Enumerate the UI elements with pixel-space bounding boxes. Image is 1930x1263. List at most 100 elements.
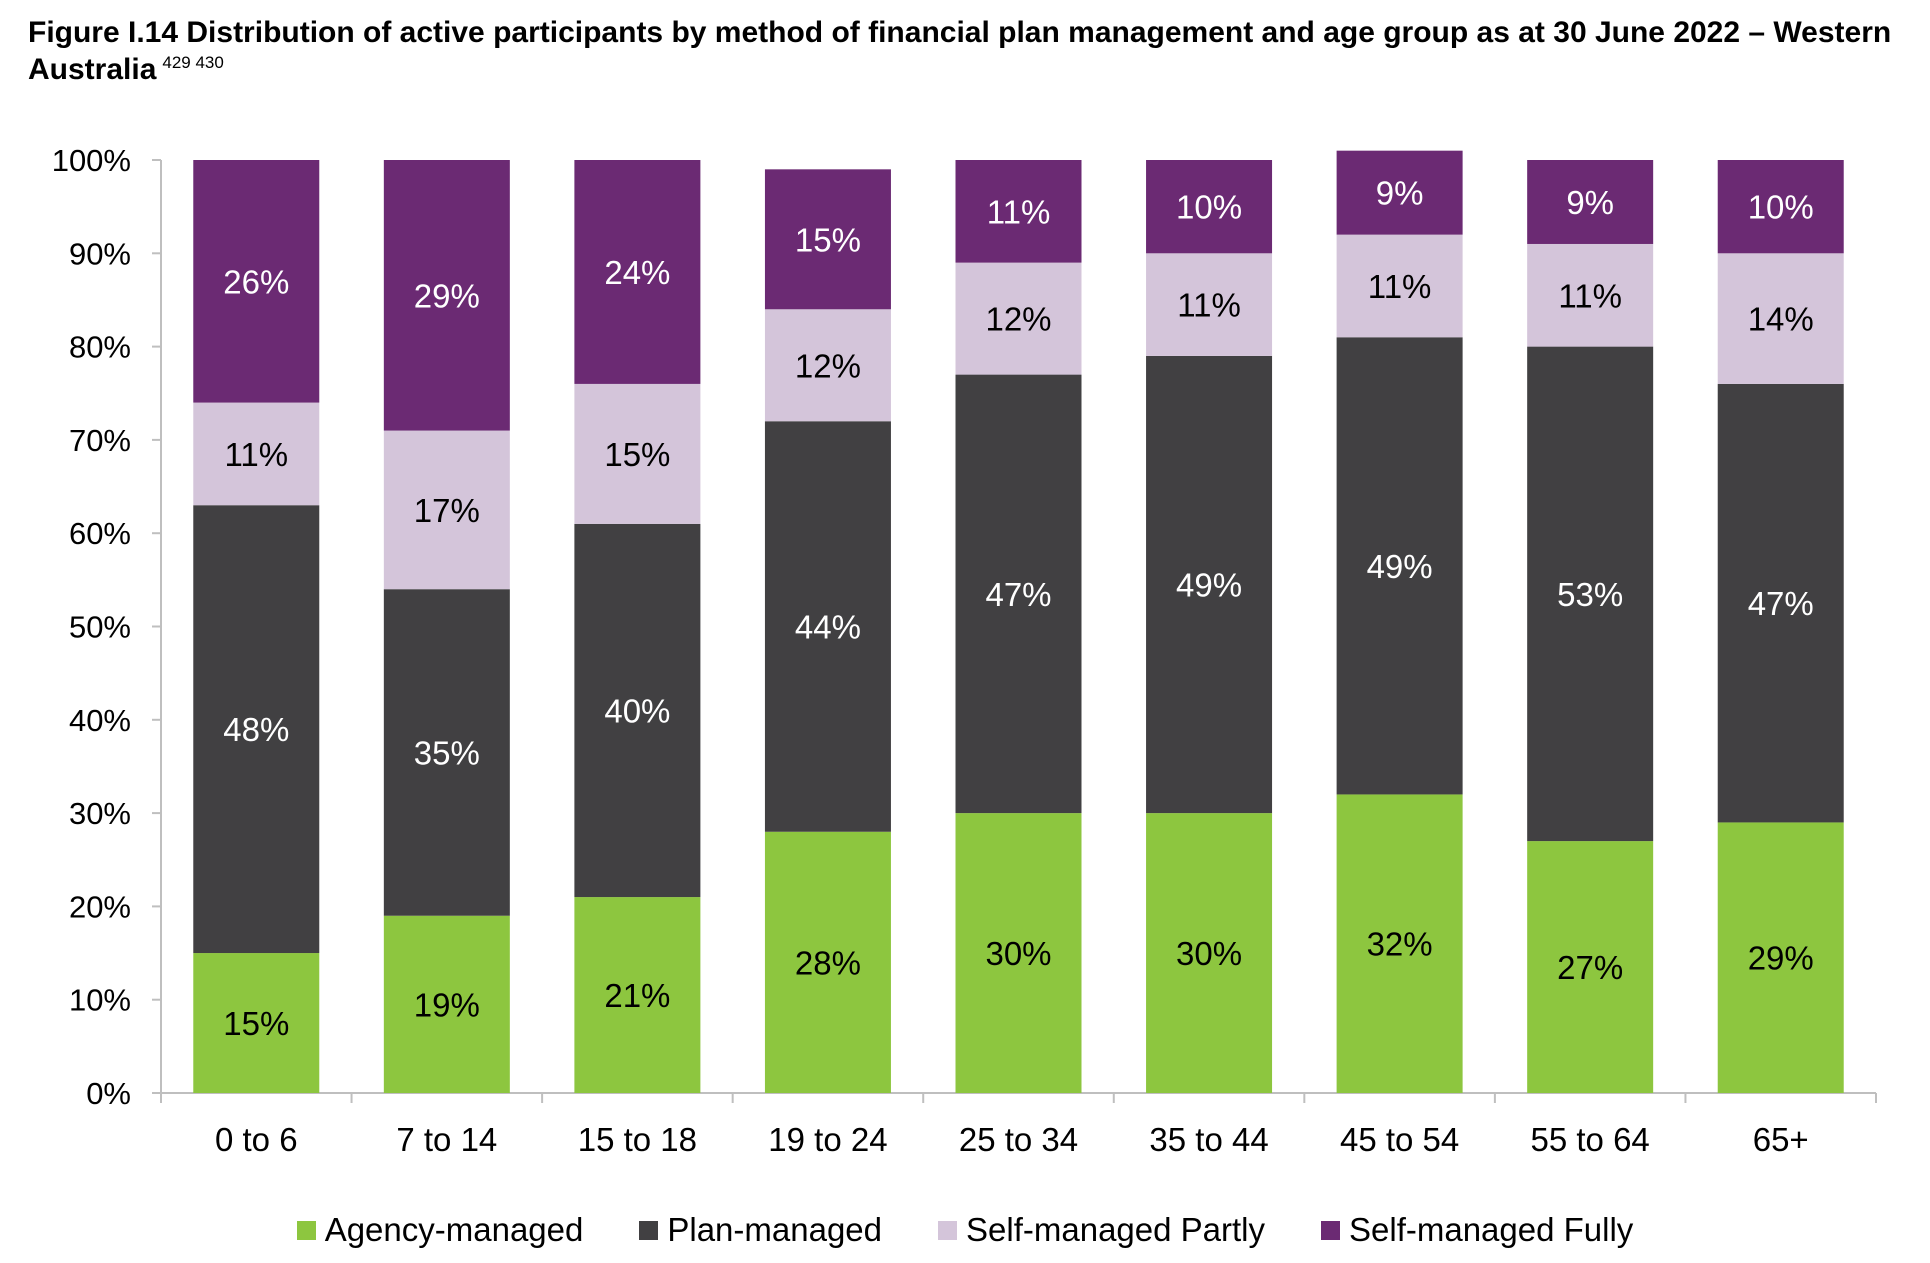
bar-segment: [1717, 822, 1844, 1093]
data-label: 12%: [795, 347, 861, 384]
data-label: 19%: [414, 986, 480, 1023]
x-category-label: 7 to 14: [396, 1121, 497, 1158]
bar-segment: [1146, 160, 1273, 254]
y-tick-label: 10%: [69, 983, 131, 1018]
legend-item: Agency-managed: [296, 1211, 584, 1249]
legend-label: Plan-managed: [667, 1211, 883, 1248]
bar-segment: [1717, 253, 1844, 384]
bar-segment: [1717, 383, 1844, 823]
legend-label: Self-managed Fully: [1349, 1211, 1634, 1248]
x-category-label: 19 to 24: [768, 1121, 887, 1158]
bar-segment: [764, 169, 891, 310]
data-label: 49%: [1176, 567, 1242, 604]
legend-swatch: [938, 1220, 958, 1240]
x-category-label: 35 to 44: [1149, 1121, 1268, 1158]
y-tick-label: 50%: [69, 610, 131, 645]
bar-segment: [955, 262, 1082, 375]
bar-segment: [1527, 346, 1654, 842]
bar-segment: [1527, 841, 1654, 1093]
y-tick-label: 30%: [69, 796, 131, 831]
bar-segment: [193, 160, 320, 403]
bar-segment: [1336, 150, 1463, 235]
bar-segment: [574, 897, 701, 1093]
legend-item: Self-managed Partly: [938, 1211, 1265, 1249]
bar-segment: [1527, 243, 1654, 347]
bar-segment: [1527, 160, 1654, 244]
data-label: 11%: [987, 193, 1051, 230]
data-label: 11%: [224, 436, 288, 473]
data-label: 29%: [1748, 940, 1814, 977]
data-label: 47%: [1748, 585, 1814, 622]
y-tick-label: 60%: [69, 516, 131, 551]
data-label: 15%: [795, 221, 861, 258]
data-label: 27%: [1557, 949, 1623, 986]
bar-segment: [955, 813, 1082, 1093]
data-label: 28%: [795, 944, 861, 981]
data-label: 49%: [1367, 548, 1433, 585]
bar-segment: [574, 160, 701, 384]
data-label: 10%: [1176, 189, 1242, 226]
data-label: 15%: [223, 1005, 289, 1042]
bar-segment: [764, 421, 891, 832]
legend-swatch: [296, 1220, 316, 1240]
bar-segment: [1717, 160, 1844, 254]
y-tick-label: 40%: [69, 703, 131, 738]
data-label: 14%: [1748, 301, 1814, 338]
data-label: 15%: [604, 436, 670, 473]
bar-segment: [1146, 813, 1273, 1093]
bar-segment: [1336, 794, 1463, 1093]
bar-segment: [1146, 253, 1273, 356]
stacked-bar-chart: 0% 10% 20% 30% 40% 50% 60% 70% 80% 90% 100% 15% 48% 1…: [52, 143, 1877, 1158]
y-tick-label: 70%: [69, 423, 131, 458]
data-label: 24%: [604, 254, 670, 291]
x-category-label: 55 to 64: [1531, 1121, 1650, 1158]
legend-item: Plan-managed: [639, 1211, 882, 1249]
y-tick-label: 0%: [86, 1076, 131, 1111]
data-label: 12%: [985, 301, 1051, 338]
bar-segment: [574, 523, 701, 898]
data-label: 11%: [1177, 287, 1241, 324]
data-label: 30%: [985, 935, 1051, 972]
chart-title: Figure I.14 Distribution of active parti…: [28, 14, 1908, 88]
data-label: 21%: [604, 977, 670, 1014]
bar-segment: [193, 505, 320, 954]
x-category-label: 0 to 6: [215, 1121, 298, 1158]
bar-segment: [764, 309, 891, 422]
bar-segment: [193, 953, 320, 1093]
bar-segment: [193, 402, 320, 506]
data-label: 30%: [1176, 935, 1242, 972]
x-category-label: 15 to 18: [578, 1121, 697, 1158]
title-footnote-refs: 429 430: [162, 53, 224, 72]
y-tick-label: 90%: [69, 236, 131, 271]
bar-segment: [1336, 234, 1463, 338]
bar-segment: [955, 374, 1082, 814]
bar-segment: [383, 430, 510, 590]
data-label: 9%: [1376, 175, 1424, 212]
x-category-label: 25 to 34: [959, 1121, 1078, 1158]
data-label: 40%: [604, 692, 670, 729]
chart-title-text: Figure I.14 Distribution of active parti…: [28, 16, 1892, 86]
data-label: 47%: [985, 576, 1051, 613]
data-label: 9%: [1566, 184, 1614, 221]
data-label: 48%: [223, 711, 289, 748]
bar-segment: [574, 383, 701, 524]
data-label: 44%: [795, 609, 861, 646]
legend-item: Self-managed Fully: [1321, 1211, 1633, 1249]
y-tick-label: 100%: [52, 143, 131, 178]
data-label: 17%: [414, 492, 480, 529]
data-label: 32%: [1367, 926, 1433, 963]
bar-segment: [1146, 355, 1273, 814]
bar-segment: [764, 831, 891, 1093]
chart-legend: Agency-managed Plan-managed Self-managed P…: [0, 1200, 1930, 1260]
x-category-label: 45 to 54: [1340, 1121, 1459, 1158]
legend-label: Self-managed Partly: [966, 1211, 1265, 1248]
data-label: 11%: [1368, 268, 1432, 305]
bar-segment: [383, 589, 510, 916]
data-label: 29%: [414, 277, 480, 314]
y-tick-label: 80%: [69, 330, 131, 365]
x-category-label: 65+: [1753, 1121, 1809, 1158]
legend-label: Agency-managed: [324, 1211, 584, 1248]
y-tick-label: 20%: [69, 889, 131, 924]
bar-segment: [955, 160, 1082, 263]
data-label: 26%: [223, 263, 289, 300]
